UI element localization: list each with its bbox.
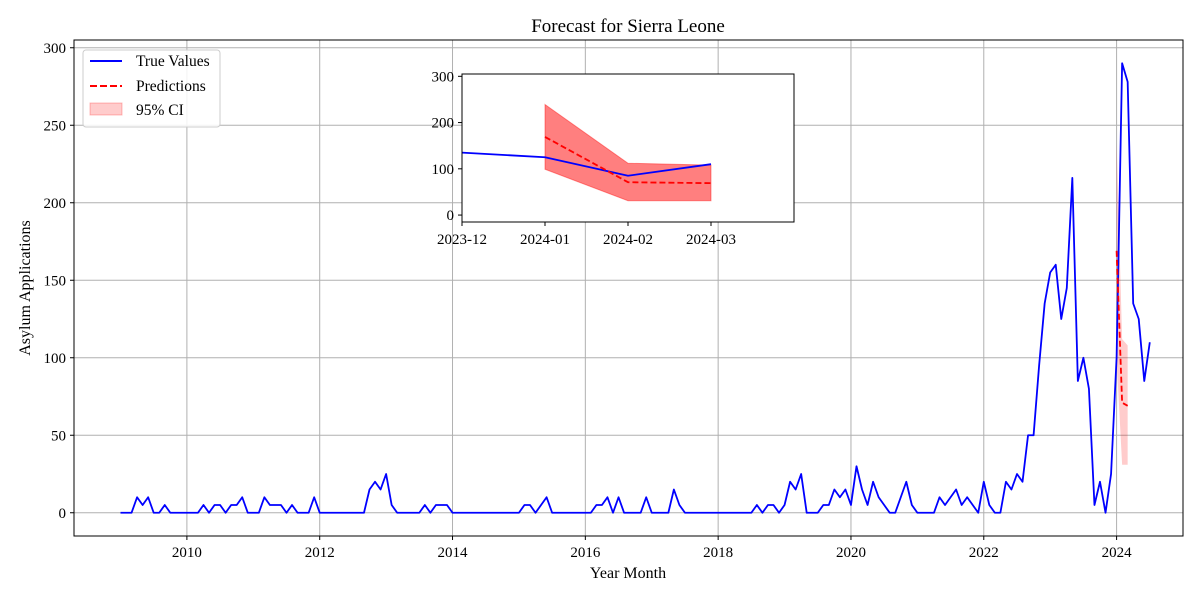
chart-title: Forecast for Sierra Leone: [531, 16, 725, 37]
inset-series-line-true-values: [461, 151, 712, 177]
main-plot-area: [120, 62, 1151, 514]
y-tick-label: 250: [44, 118, 67, 134]
inset-axis-ticks: 0 100 200 300 2023-12 2024-01 2024-02 2024-03: [432, 69, 737, 248]
inset-y-tick-label: 100: [432, 162, 455, 178]
y-tick-label: 200: [44, 196, 67, 212]
y-tick-label: 100: [44, 351, 67, 367]
main-axes-frame: [73, 39, 1184, 537]
inset-x-tick-label: 2023-12: [437, 232, 487, 248]
x-tick-label: 2022: [969, 545, 999, 561]
inset-y-tick-label: 0: [447, 208, 455, 224]
legend-item-true-values: True Values: [90, 53, 210, 70]
legend-label-predictions: Predictions: [136, 78, 206, 95]
y-tick-label: 150: [44, 273, 67, 289]
ci-band: [1116, 142, 1128, 465]
inset-y-tick-label: 200: [432, 116, 455, 132]
legend-swatch-ci: [89, 102, 123, 116]
inset-series-line-predictions: [544, 136, 712, 185]
x-tick-label: 2018: [703, 545, 733, 561]
main-axis-ticks: 2010 2012 2014 2016 2018 2020 2022 2024 0 50 100 15…: [44, 41, 1133, 561]
inset-x-tick-label: 2024-02: [603, 232, 653, 248]
x-tick-label: 2024: [1102, 545, 1133, 561]
inset-chart: 0 100 200 300 2023-12 2024-01 2024-02 2024-03: [432, 69, 795, 248]
legend-label-true-values: True Values: [136, 53, 210, 70]
inset-y-tick-label: 300: [432, 69, 455, 85]
legend: True Values Predictions 95% CI: [82, 49, 221, 128]
legend-box: [82, 49, 221, 128]
inset-x-tick-label: 2024-03: [686, 232, 736, 248]
x-axis-title: Year Month: [590, 565, 666, 582]
legend-label-ci: 95% CI: [136, 102, 184, 119]
inset-ci-band: [544, 103, 712, 202]
y-tick-label: 50: [51, 428, 66, 444]
y-tick-label: 0: [59, 506, 67, 522]
legend-item-ci: 95% CI: [89, 102, 184, 119]
inset-plot-area: [461, 103, 712, 202]
x-tick-label: 2014: [438, 545, 469, 561]
x-tick-label: 2010: [172, 545, 202, 561]
x-tick-label: 2012: [305, 545, 335, 561]
x-tick-label: 2020: [836, 545, 866, 561]
x-tick-label: 2016: [570, 545, 601, 561]
series-line-true-values: [120, 62, 1151, 514]
inset-x-tick-label: 2024-01: [520, 232, 570, 248]
legend-item-predictions: Predictions: [90, 78, 206, 95]
y-tick-label: 300: [44, 41, 67, 57]
y-axis-title: Asylum Applications: [17, 220, 34, 356]
series-line-predictions: [1115, 250, 1129, 407]
inset-axes-frame: [461, 73, 795, 223]
